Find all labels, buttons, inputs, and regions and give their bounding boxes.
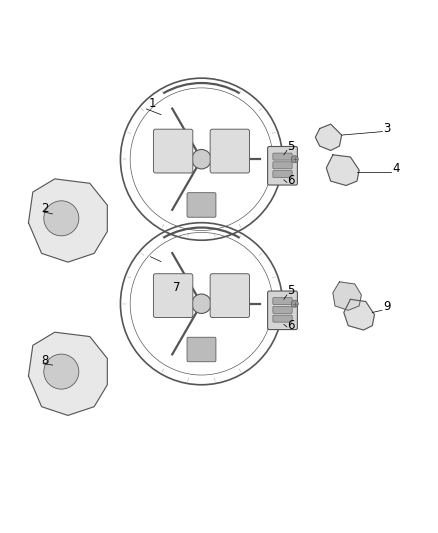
Text: 9: 9 — [383, 300, 391, 313]
Text: 4: 4 — [392, 163, 399, 175]
FancyBboxPatch shape — [273, 297, 292, 304]
Circle shape — [44, 354, 79, 389]
Polygon shape — [315, 124, 342, 150]
Text: 2: 2 — [42, 202, 49, 215]
FancyBboxPatch shape — [210, 129, 250, 173]
Text: 6: 6 — [287, 319, 294, 332]
Polygon shape — [28, 179, 107, 262]
Polygon shape — [333, 282, 361, 310]
FancyBboxPatch shape — [187, 337, 216, 362]
FancyBboxPatch shape — [153, 274, 193, 318]
FancyBboxPatch shape — [187, 193, 216, 217]
Text: 6: 6 — [287, 174, 294, 187]
Circle shape — [291, 156, 298, 163]
FancyBboxPatch shape — [273, 306, 292, 313]
Circle shape — [291, 300, 298, 307]
Polygon shape — [326, 155, 359, 185]
FancyBboxPatch shape — [273, 171, 292, 177]
Polygon shape — [344, 300, 374, 330]
Polygon shape — [28, 332, 107, 415]
Circle shape — [44, 201, 79, 236]
FancyBboxPatch shape — [273, 315, 292, 322]
FancyBboxPatch shape — [153, 129, 193, 173]
Text: 5: 5 — [287, 140, 294, 152]
FancyBboxPatch shape — [273, 153, 292, 160]
Text: 7: 7 — [173, 280, 180, 294]
Circle shape — [192, 294, 211, 313]
FancyBboxPatch shape — [273, 162, 292, 169]
FancyBboxPatch shape — [268, 147, 297, 185]
Text: 3: 3 — [383, 122, 391, 135]
Text: 1: 1 — [149, 96, 156, 109]
Text: 8: 8 — [42, 354, 49, 367]
Circle shape — [192, 149, 211, 169]
FancyBboxPatch shape — [210, 274, 250, 318]
Text: 5: 5 — [287, 284, 294, 297]
FancyBboxPatch shape — [268, 291, 297, 329]
